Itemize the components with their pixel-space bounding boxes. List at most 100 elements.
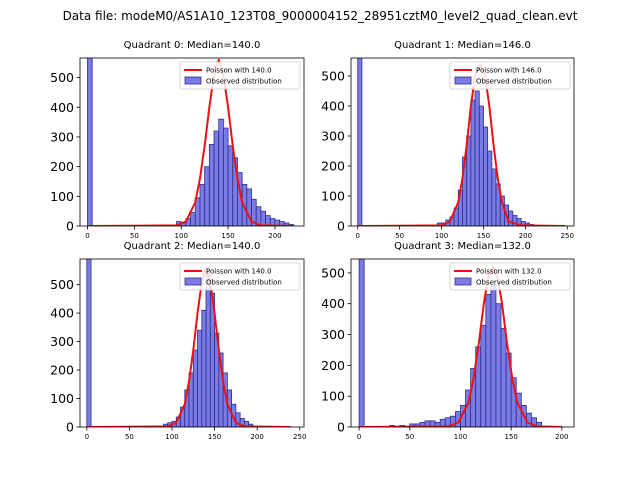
histogram-bar — [474, 90, 480, 226]
panel-0: Quadrant 0: Median=140.0 0 50 100 150 200 0 100… — [50, 40, 305, 240]
y-tick-label: 0 — [66, 219, 74, 234]
y-tick-label: 300 — [50, 334, 74, 349]
x-tick-label: 200 — [555, 433, 568, 441]
legend-entry-observed: Observed distribution — [206, 279, 282, 287]
y-tick-label: 300 — [321, 129, 345, 144]
legend-patch-swatch — [454, 76, 472, 85]
panel-title: Quadrant 1: Median=146.0 — [394, 40, 531, 51]
x-tick-label: 150 — [221, 232, 234, 240]
panel-1: Quadrant 1: Median=146.0 0 50 100 150 200 250 0… — [321, 40, 575, 240]
x-tick-label: 50 — [395, 232, 404, 240]
y-tick-label: 0 — [66, 420, 74, 435]
histogram-bar — [480, 324, 487, 427]
x-tick-label: 200 — [250, 433, 263, 441]
x-tick-label: 50 — [125, 433, 134, 441]
histogram-bar — [495, 303, 502, 427]
histogram-bar — [197, 329, 203, 427]
y-tick-label: 500 — [50, 70, 74, 85]
y-tick-label: 100 — [321, 189, 345, 204]
histogram-bar — [478, 105, 484, 226]
panel-3: Quadrant 3: Median=132.0 0 50 100 150 200 0 100… — [321, 241, 575, 441]
x-tick-label: 150 — [477, 232, 490, 240]
legend-entry-observed: Observed distribution — [206, 78, 282, 86]
legend: Poisson with 132.0 Observed distribution — [449, 262, 571, 291]
legend-entry-poisson: Poisson with 140.0 — [206, 67, 272, 75]
y-tick-label: 400 — [50, 306, 74, 321]
histogram-bar — [500, 327, 507, 427]
histogram-bar — [192, 349, 198, 427]
y-tick-label: 300 — [321, 327, 345, 342]
panel-2: Quadrant 2: Median=140.0 0 50 100 150 200 250 0… — [50, 241, 306, 441]
x-tick-label: 200 — [519, 232, 532, 240]
panel-title: Quadrant 2: Median=140.0 — [124, 241, 261, 252]
histogram-bar — [470, 99, 476, 226]
x-tick-label: 150 — [504, 433, 517, 441]
histogram-bar — [260, 210, 266, 226]
x-tick-label: 150 — [208, 433, 221, 441]
y-tick-label: 100 — [50, 391, 74, 406]
y-tick-label: 200 — [50, 363, 74, 378]
legend: Poisson with 146.0 Observed distribution — [449, 61, 571, 90]
legend: Poisson with 140.0 Observed distribution — [179, 262, 301, 291]
y-tick-label: 100 — [50, 189, 74, 204]
x-tick-label: 0 — [355, 232, 359, 240]
panel-title: Quadrant 3: Median=132.0 — [394, 241, 531, 252]
y-tick-label: 200 — [50, 159, 74, 174]
histogram-bar — [536, 421, 542, 427]
histogram-bar — [190, 212, 196, 226]
x-tick-label: 0 — [357, 433, 361, 441]
x-tick-label: 50 — [130, 232, 139, 240]
y-tick-label: 200 — [321, 358, 345, 373]
histogram — [86, 259, 292, 427]
x-tick-label: 100 — [454, 433, 467, 441]
histogram-bar — [213, 130, 220, 226]
x-tick-label: 200 — [268, 232, 281, 240]
legend-entry-poisson: Poisson with 132.0 — [476, 268, 542, 276]
axes-frame — [79, 258, 305, 428]
histogram-bar — [265, 215, 271, 226]
histogram-bar — [227, 145, 234, 226]
legend: Poisson with 140.0 Observed distribution — [179, 61, 301, 90]
y-tick-label: 400 — [321, 99, 345, 114]
histogram-bar — [485, 294, 492, 427]
x-tick-label: 0 — [85, 433, 89, 441]
histogram-bar — [487, 150, 493, 226]
y-tick-label: 0 — [337, 420, 345, 435]
legend-entry-poisson: Poisson with 146.0 — [476, 67, 542, 75]
histogram-bar — [491, 168, 497, 226]
y-tick-label: 500 — [321, 265, 345, 280]
legend-patch-swatch — [184, 76, 202, 85]
legend-entry-observed: Observed distribution — [476, 279, 552, 287]
legend-box — [449, 61, 571, 90]
x-tick-label: 50 — [405, 433, 414, 441]
legend-entry-poisson: Poisson with 140.0 — [206, 268, 272, 276]
y-tick-label: 500 — [50, 277, 74, 292]
x-tick-label: 100 — [165, 433, 178, 441]
histogram-bar — [218, 118, 224, 226]
histogram — [358, 259, 562, 427]
figure-suptitle: Data file: modeM0/AS1A10_123T08_90000041… — [63, 9, 578, 23]
legend-patch-swatch — [454, 277, 472, 286]
histogram-bar — [508, 210, 514, 226]
axes-frame — [79, 57, 305, 227]
legend-box — [449, 262, 571, 291]
histogram-bar — [483, 126, 489, 226]
histogram-bar — [466, 135, 472, 226]
x-tick-label: 0 — [85, 232, 89, 240]
histogram-bar — [87, 58, 93, 226]
histogram-bar — [199, 184, 206, 226]
x-tick-label: 250 — [561, 232, 574, 240]
y-tick-label: 300 — [50, 129, 74, 144]
axes-frame — [350, 57, 575, 227]
histogram-bar — [86, 259, 92, 427]
axes-frame — [350, 258, 575, 428]
legend-entry-observed: Observed distribution — [476, 78, 552, 86]
x-tick-label: 100 — [175, 232, 188, 240]
y-tick-label: 400 — [321, 296, 345, 311]
histogram-bar — [357, 58, 363, 226]
y-tick-label: 500 — [321, 69, 345, 84]
poisson-curve — [87, 58, 294, 226]
histogram — [357, 58, 566, 226]
legend-box — [179, 262, 301, 291]
